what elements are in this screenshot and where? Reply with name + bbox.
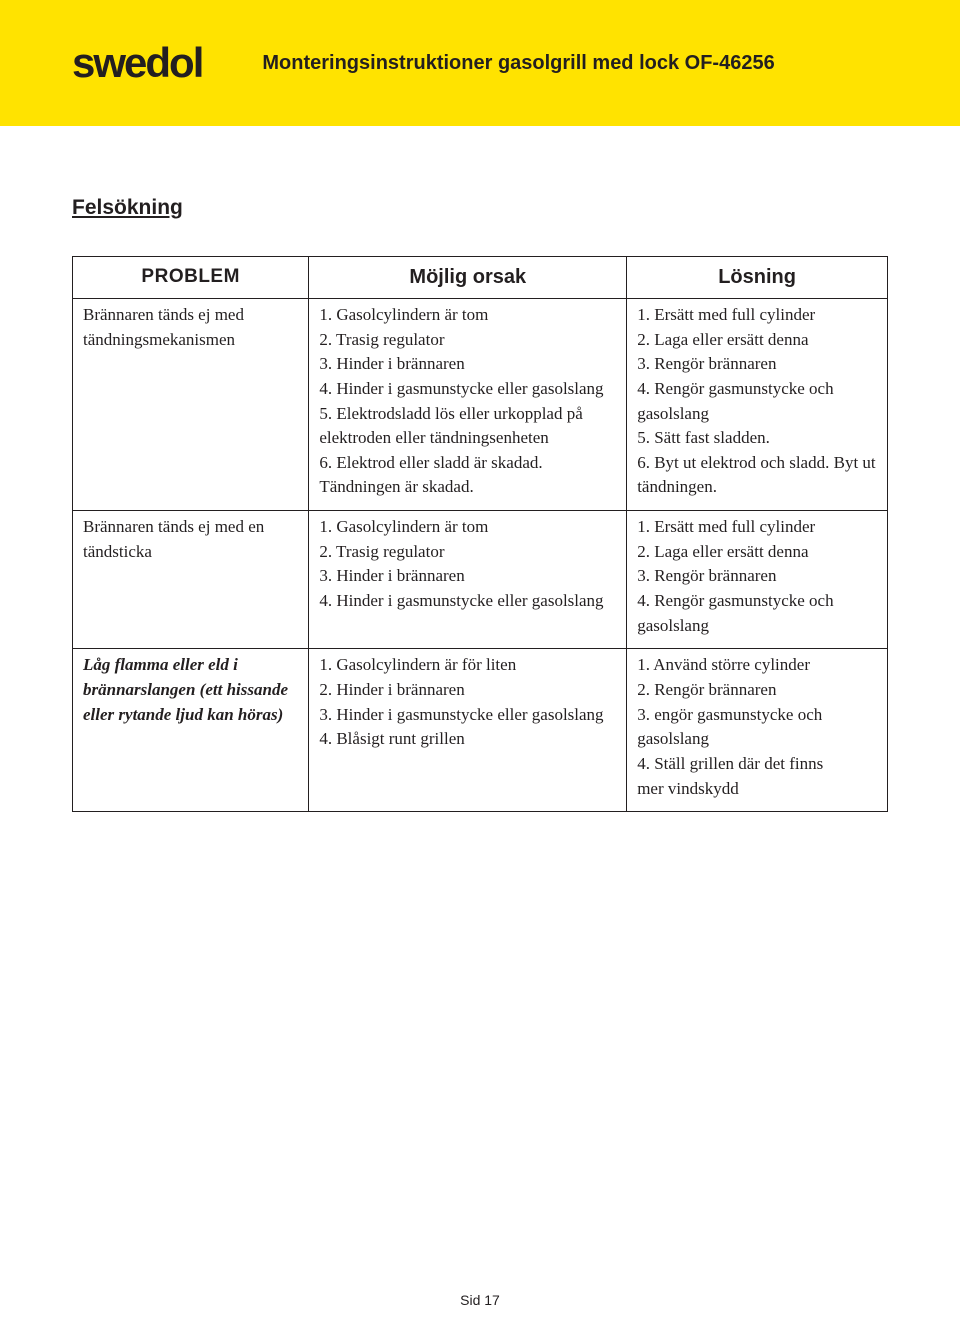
table-row: Brännaren tänds ej med tändningsmekanism… [73,299,888,511]
cause-cell: 1. Gasolcylindern är för liten2. Hinder … [309,649,627,812]
problem-cell: Brännaren tänds ej med tändningsmekanism… [73,299,309,511]
solution-cell: 1. Ersätt med full cylinder2. Laga eller… [627,511,888,649]
cause-cell: 1. Gasolcylindern är tom2. Trasig regula… [309,511,627,649]
content-area: Felsökning PROBLEM Möjlig orsak Lösning … [0,126,960,812]
table-row: Brännaren tänds ej med en tändsticka 1. … [73,511,888,649]
solution-cell: 1. Ersätt med full cylinder2. Laga eller… [627,299,888,511]
table-header-row: PROBLEM Möjlig orsak Lösning [73,257,888,299]
problem-cell: Låg flamma eller eld i brännarslangen (e… [73,649,309,812]
troubleshooting-table: PROBLEM Möjlig orsak Lösning Brännaren t… [72,256,888,812]
col-header-problem: PROBLEM [73,257,309,299]
problem-cell: Brännaren tänds ej med en tändsticka [73,511,309,649]
col-header-solution: Lösning [627,257,888,299]
logo-text: swedol [72,39,202,87]
col-header-cause: Möjlig orsak [309,257,627,299]
page-footer: Sid 17 [0,1292,960,1308]
header-bar: swedol Monteringsinstruktioner gasolgril… [0,0,960,126]
section-title: Felsökning [72,196,888,220]
header-title: Monteringsinstruktioner gasolgrill med l… [262,52,774,75]
cause-cell: 1. Gasolcylindern är tom2. Trasig regula… [309,299,627,511]
solution-cell: 1. Använd större cylinder2. Rengör bränn… [627,649,888,812]
logo: swedol [72,39,202,87]
table-row: Låg flamma eller eld i brännarslangen (e… [73,649,888,812]
